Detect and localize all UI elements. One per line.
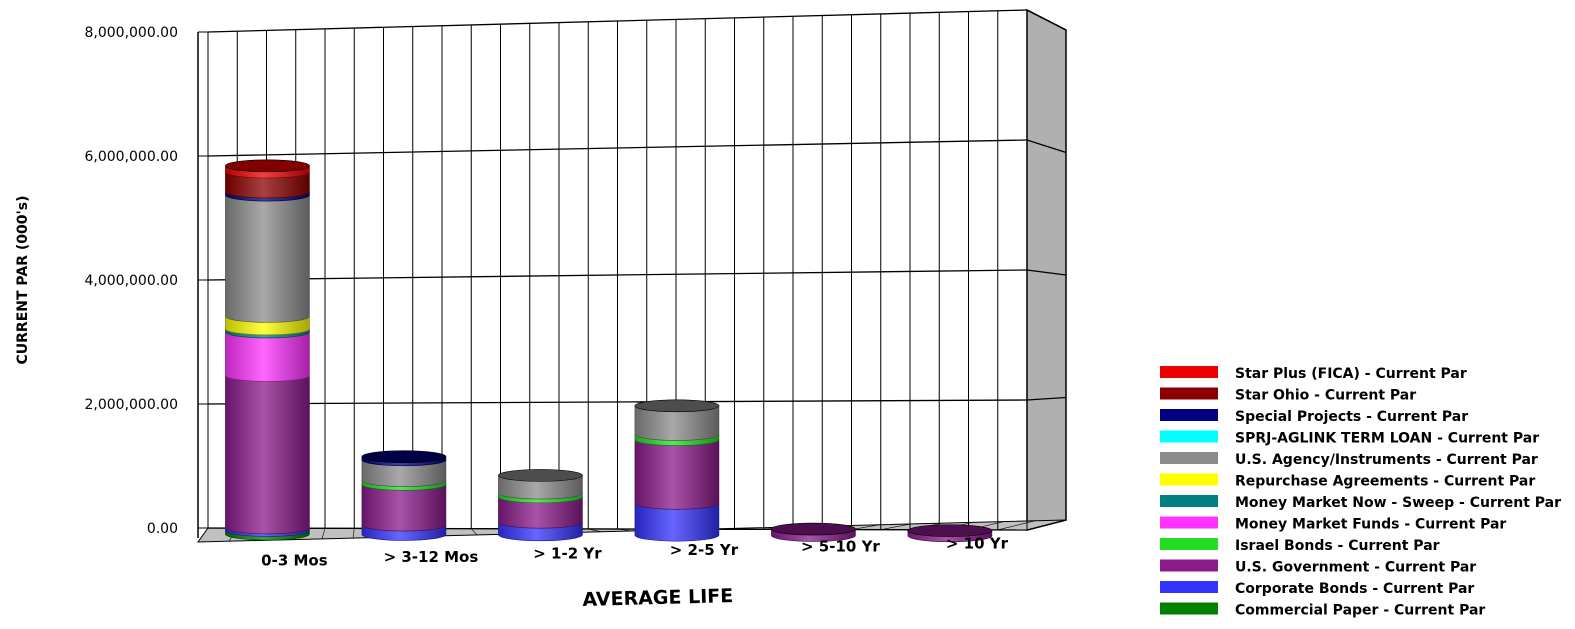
legend-swatch bbox=[1160, 409, 1218, 421]
floor-grid-line bbox=[471, 528, 478, 536]
side-wall bbox=[1026, 8, 1067, 531]
legend-label: SPRJ-AGLINK TERM LOAN - Current Par bbox=[1235, 431, 1539, 447]
legend-swatch bbox=[1160, 602, 1218, 615]
x-tick-label: 0-3 Mos bbox=[261, 552, 328, 570]
y-tick-label: 6,000,000.00 bbox=[84, 149, 178, 165]
bar-stack bbox=[771, 522, 856, 542]
x-tick-label: > 1-2 Yr bbox=[533, 545, 602, 563]
grid-line-horizontal bbox=[207, 399, 1028, 405]
legend-swatch bbox=[1160, 581, 1218, 593]
x-tick-label: > 5-10 Yr bbox=[801, 538, 880, 556]
legend-swatch bbox=[1160, 473, 1218, 486]
bar-top bbox=[225, 159, 310, 173]
y-axis-ticks: 0.00 2,000,000.00 4,000,000.00 6,000,000.00… bbox=[84, 25, 178, 537]
legend-label: Money Market Funds - Current Par bbox=[1235, 517, 1506, 533]
bar-stack bbox=[907, 524, 993, 543]
bar-top bbox=[498, 469, 583, 482]
legend-label: Commercial Paper - Current Par bbox=[1235, 603, 1485, 619]
legend-label: Israel Bonds - Current Par bbox=[1235, 538, 1440, 554]
x-axis-ticks: 0-3 Mos > 3-12 Mos > 1-2 Yr > 2-5 Yr > 5-10 … bbox=[261, 534, 1008, 569]
floor-grid-line bbox=[352, 528, 355, 539]
bar-segment bbox=[225, 331, 310, 382]
x-tick-label: > 2-5 Yr bbox=[670, 541, 739, 559]
bar-stack bbox=[361, 450, 447, 541]
legend: Star Plus (FICA) - Current Par Star Ohio … bbox=[1160, 366, 1561, 619]
side-grid-line bbox=[1026, 9, 1067, 31]
bar-stack bbox=[634, 399, 720, 542]
bar-stack bbox=[225, 159, 310, 541]
legend-swatch bbox=[1160, 387, 1218, 400]
legend-label: U.S. Government - Current Par bbox=[1235, 560, 1476, 576]
bar-segment bbox=[225, 171, 310, 199]
bar-top bbox=[907, 524, 993, 537]
x-tick-label: > 3-12 Mos bbox=[384, 548, 479, 566]
legend-label: Star Ohio - Current Par bbox=[1235, 388, 1416, 404]
bar-top bbox=[771, 522, 856, 536]
side-grid-line bbox=[1026, 139, 1067, 154]
bar-segment bbox=[225, 194, 310, 323]
bar-segment bbox=[498, 475, 583, 500]
legend-swatch bbox=[1160, 516, 1218, 529]
bar-segment bbox=[498, 496, 583, 529]
chart-grid bbox=[197, 8, 1067, 543]
legend-label: Money Market Now - Sweep - Current Par bbox=[1235, 495, 1561, 511]
bar-segment bbox=[361, 484, 447, 532]
y-axis-title: CURRENT PAR (000's) bbox=[15, 195, 31, 364]
bar-segment bbox=[634, 439, 720, 510]
floor-grid-line bbox=[851, 524, 881, 530]
bar-segment bbox=[361, 459, 447, 487]
floor-grid-line bbox=[321, 528, 326, 539]
x-tick-label: > 10 Yr bbox=[946, 534, 1009, 552]
floor-grid-line bbox=[734, 527, 757, 530]
bar-segment bbox=[225, 375, 310, 535]
chart-bars bbox=[225, 159, 993, 543]
floor-grid-line bbox=[617, 528, 633, 532]
y-tick-label: 0.00 bbox=[147, 521, 178, 537]
y-tick-label: 8,000,000.00 bbox=[84, 25, 178, 41]
side-grid-line bbox=[1026, 396, 1067, 401]
legend-label: Special Projects - Current Par bbox=[1235, 409, 1468, 425]
y-tick-label: 2,000,000.00 bbox=[84, 397, 178, 413]
grid-line-horizontal bbox=[207, 139, 1028, 157]
legend-swatch bbox=[1160, 366, 1218, 378]
side-grid-line bbox=[1026, 269, 1067, 276]
legend-label: Star Plus (FICA) - Current Par bbox=[1235, 366, 1467, 382]
legend-label: U.S. Agency/Instruments - Current Par bbox=[1235, 452, 1538, 468]
y-tick-label: 4,000,000.00 bbox=[84, 273, 178, 289]
legend-swatch bbox=[1160, 430, 1218, 443]
side-grid-line bbox=[1026, 519, 1067, 531]
legend-swatch bbox=[1160, 538, 1218, 550]
grid-line-horizontal bbox=[207, 269, 1028, 281]
bar-top bbox=[361, 450, 447, 464]
bar-segment bbox=[634, 405, 720, 441]
bar-top bbox=[634, 399, 720, 413]
floor-grid-line bbox=[588, 528, 602, 533]
legend-label: Repurchase Agreements - Current Par bbox=[1235, 474, 1535, 490]
floor-grid-line bbox=[880, 523, 912, 530]
legend-label: Corporate Bonds - Current Par bbox=[1235, 581, 1474, 597]
x-axis-title: AVERAGE LIFE bbox=[582, 585, 733, 611]
bar-stack bbox=[498, 469, 583, 542]
bar-segment bbox=[634, 502, 720, 542]
legend-swatch bbox=[1160, 452, 1218, 464]
legend-swatch bbox=[1160, 495, 1218, 507]
grid-line-horizontal bbox=[207, 9, 1028, 33]
floor-grid-line bbox=[997, 520, 1036, 531]
legend-swatch bbox=[1160, 559, 1218, 572]
